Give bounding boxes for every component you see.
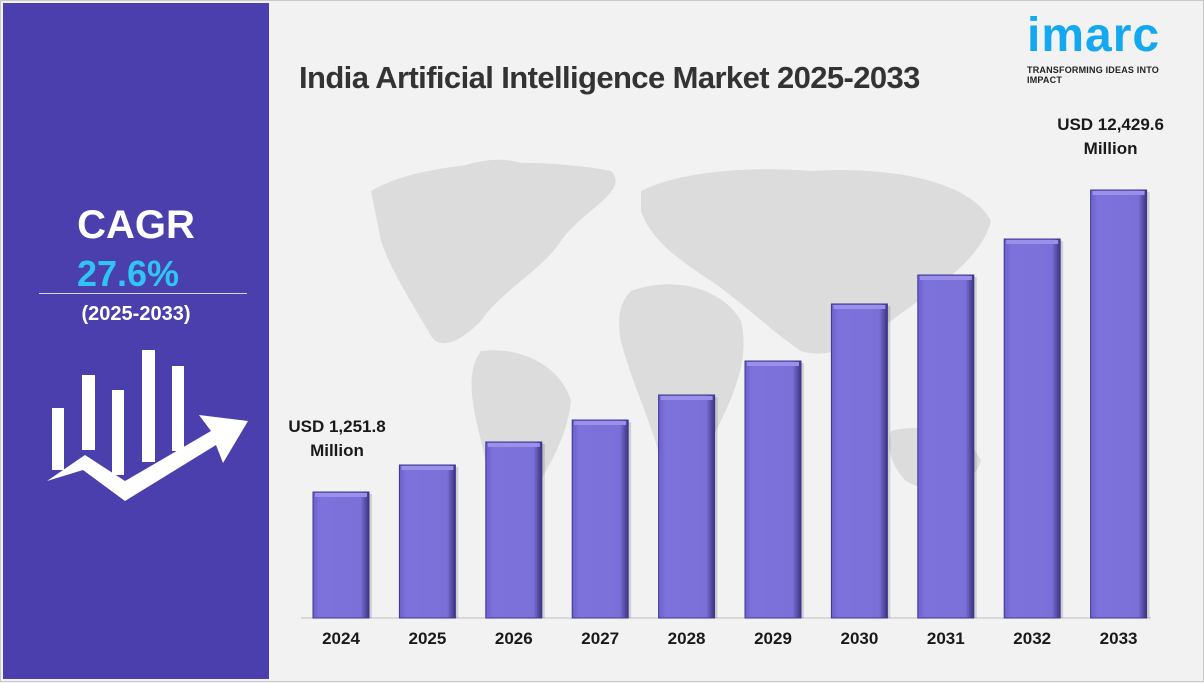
bar-2031 xyxy=(917,274,975,619)
bar-2025 xyxy=(398,464,456,619)
bar-2029 xyxy=(744,360,802,619)
bar-2026 xyxy=(485,441,543,619)
logo-tagline: TRANSFORMING IDEAS INTO IMPACT xyxy=(1027,65,1159,85)
data-label-unit: Million xyxy=(1084,139,1138,158)
bar-2028 xyxy=(658,394,716,619)
x-tick-label: 2025 xyxy=(408,629,446,648)
bar-highlight xyxy=(1092,191,1145,195)
bar-2027 xyxy=(571,419,629,619)
data-label: USD 12,429.6 xyxy=(1057,115,1164,134)
bar-highlight xyxy=(315,493,367,497)
x-tick-label: 2033 xyxy=(1100,629,1138,648)
cagr-label: CAGR xyxy=(77,203,195,247)
bar-chart-growth-arrow-icon xyxy=(47,350,248,501)
bar-highlight xyxy=(574,421,627,426)
x-tick-label: 2032 xyxy=(1013,629,1051,648)
bar-highlight xyxy=(401,466,454,471)
bar-2030 xyxy=(830,303,888,619)
bar-highlight xyxy=(833,305,886,310)
data-label-unit: Million xyxy=(310,441,364,460)
x-tick-label: 2028 xyxy=(668,629,706,648)
divider xyxy=(39,293,247,294)
bar-highlight xyxy=(747,362,799,367)
bar-2024 xyxy=(312,491,370,619)
imarc-logo: imarc TRANSFORMING IDEAS INTO IMPACT xyxy=(1027,9,1187,86)
bar-2032 xyxy=(1003,238,1061,619)
x-tick-label: 2024 xyxy=(322,629,360,648)
bar-2033 xyxy=(1090,189,1148,619)
x-tick-label: 2030 xyxy=(840,629,878,648)
bar-highlight xyxy=(1006,240,1059,245)
logo-wordmark: imarc xyxy=(1027,9,1161,62)
bar-highlight xyxy=(487,443,540,448)
bar-highlight xyxy=(919,276,972,281)
x-tick-label: 2029 xyxy=(754,629,792,648)
x-tick-label: 2026 xyxy=(495,629,533,648)
x-tick-label: 2031 xyxy=(927,629,965,648)
bar-highlight xyxy=(660,396,713,401)
cagr-period: (2025-2033) xyxy=(81,303,191,325)
cagr-panel: CAGR 27.6% (2025-2033) xyxy=(3,3,269,679)
page-title: India Artificial Intelligence Market 202… xyxy=(299,60,920,95)
data-label: USD 1,251.8 xyxy=(288,417,385,436)
x-tick-label: 2027 xyxy=(581,629,619,648)
cagr-value: 27.6% xyxy=(76,253,180,294)
